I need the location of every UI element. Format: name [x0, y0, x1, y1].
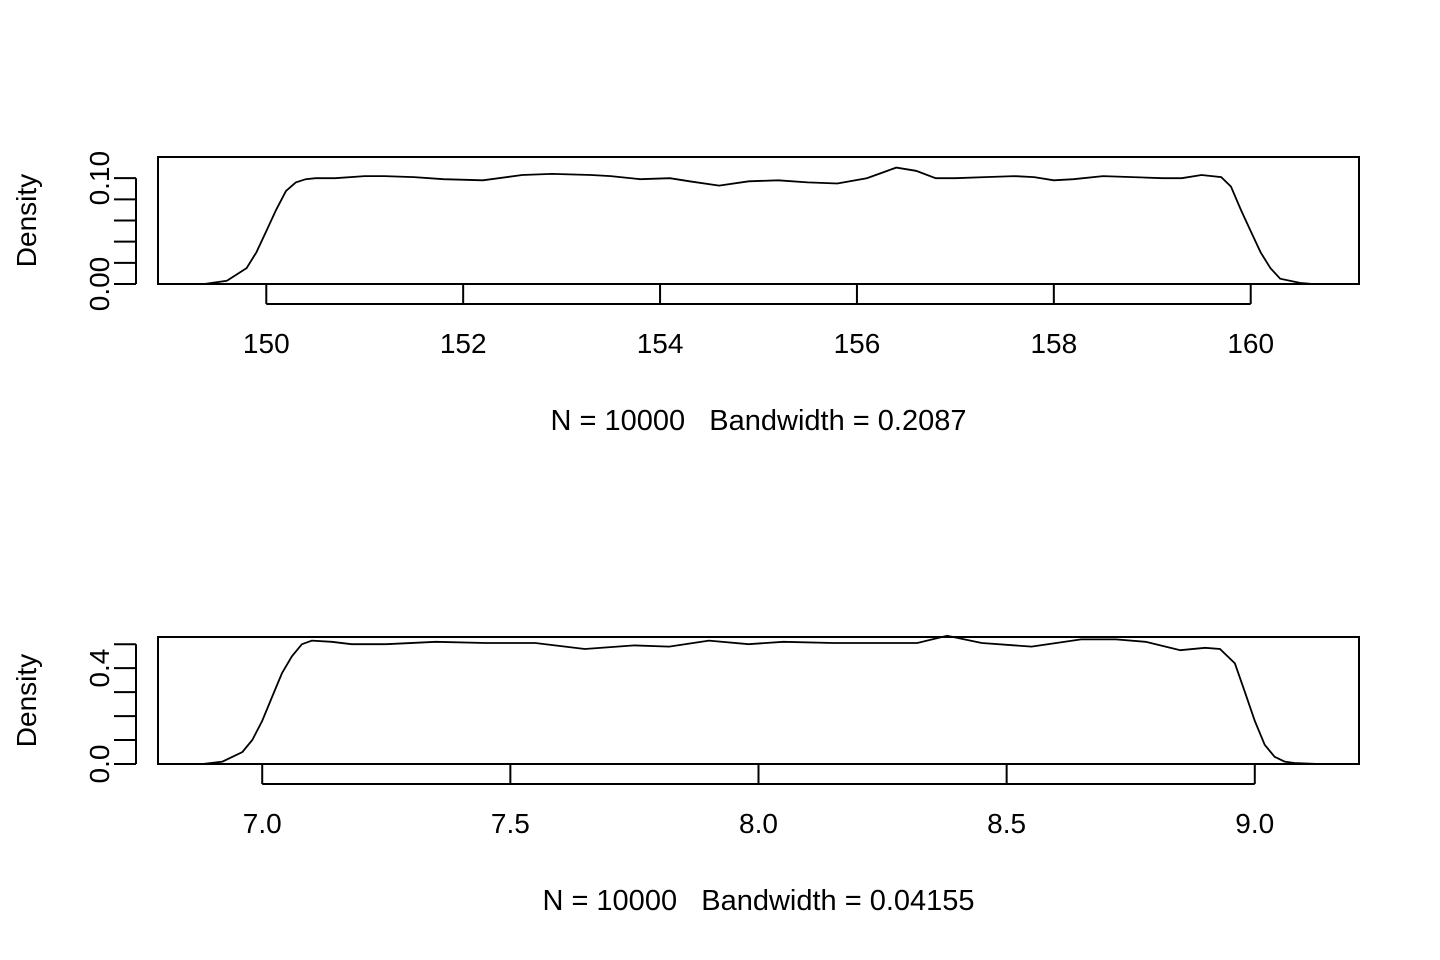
plot-frame — [157, 156, 1360, 285]
panel-1: 0.00 0.10 150 152 154 156 158 160 Density N = … — [11, 151, 1360, 437]
y-axis-title: Density — [11, 654, 42, 747]
x-tick-label: 160 — [1227, 328, 1274, 359]
density-line — [202, 634, 1320, 765]
y-ticks: 0.0 0.4 — [84, 643, 136, 784]
plot-frame — [157, 636, 1360, 765]
x-tick-label: 156 — [834, 328, 881, 359]
y-ticks: 0.00 0.10 — [84, 151, 136, 311]
y-tick-label: 0.4 — [84, 649, 115, 688]
x-ticks: 7.0 7.5 8.0 8.5 9.0 — [243, 764, 1274, 839]
x-axis-title: N = 10000 Bandwidth = 0.04155 — [542, 885, 974, 917]
x-tick-label: 9.0 — [1235, 808, 1274, 839]
y-tick-label: 0.0 — [84, 745, 115, 784]
x-ticks: 150 152 154 156 158 160 — [243, 284, 1274, 359]
x-tick-label: 154 — [637, 328, 684, 359]
density-line — [204, 166, 1313, 285]
x-tick-label: 8.0 — [739, 808, 778, 839]
x-tick-label: 7.5 — [491, 808, 530, 839]
x-tick-label: 152 — [440, 328, 487, 359]
y-tick-label: 0.10 — [84, 151, 115, 206]
x-tick-label: 8.5 — [987, 808, 1026, 839]
y-tick-label: 0.00 — [84, 257, 115, 312]
panel-2: 0.0 0.4 7.0 7.5 8.0 8.5 9.0 Density N = 10000… — [11, 634, 1360, 917]
y-axis-title: Density — [11, 174, 42, 267]
x-axis-title: N = 10000 Bandwidth = 0.2087 — [551, 405, 967, 437]
x-tick-label: 158 — [1030, 328, 1077, 359]
x-tick-label: 150 — [243, 328, 290, 359]
x-tick-label: 7.0 — [243, 808, 282, 839]
